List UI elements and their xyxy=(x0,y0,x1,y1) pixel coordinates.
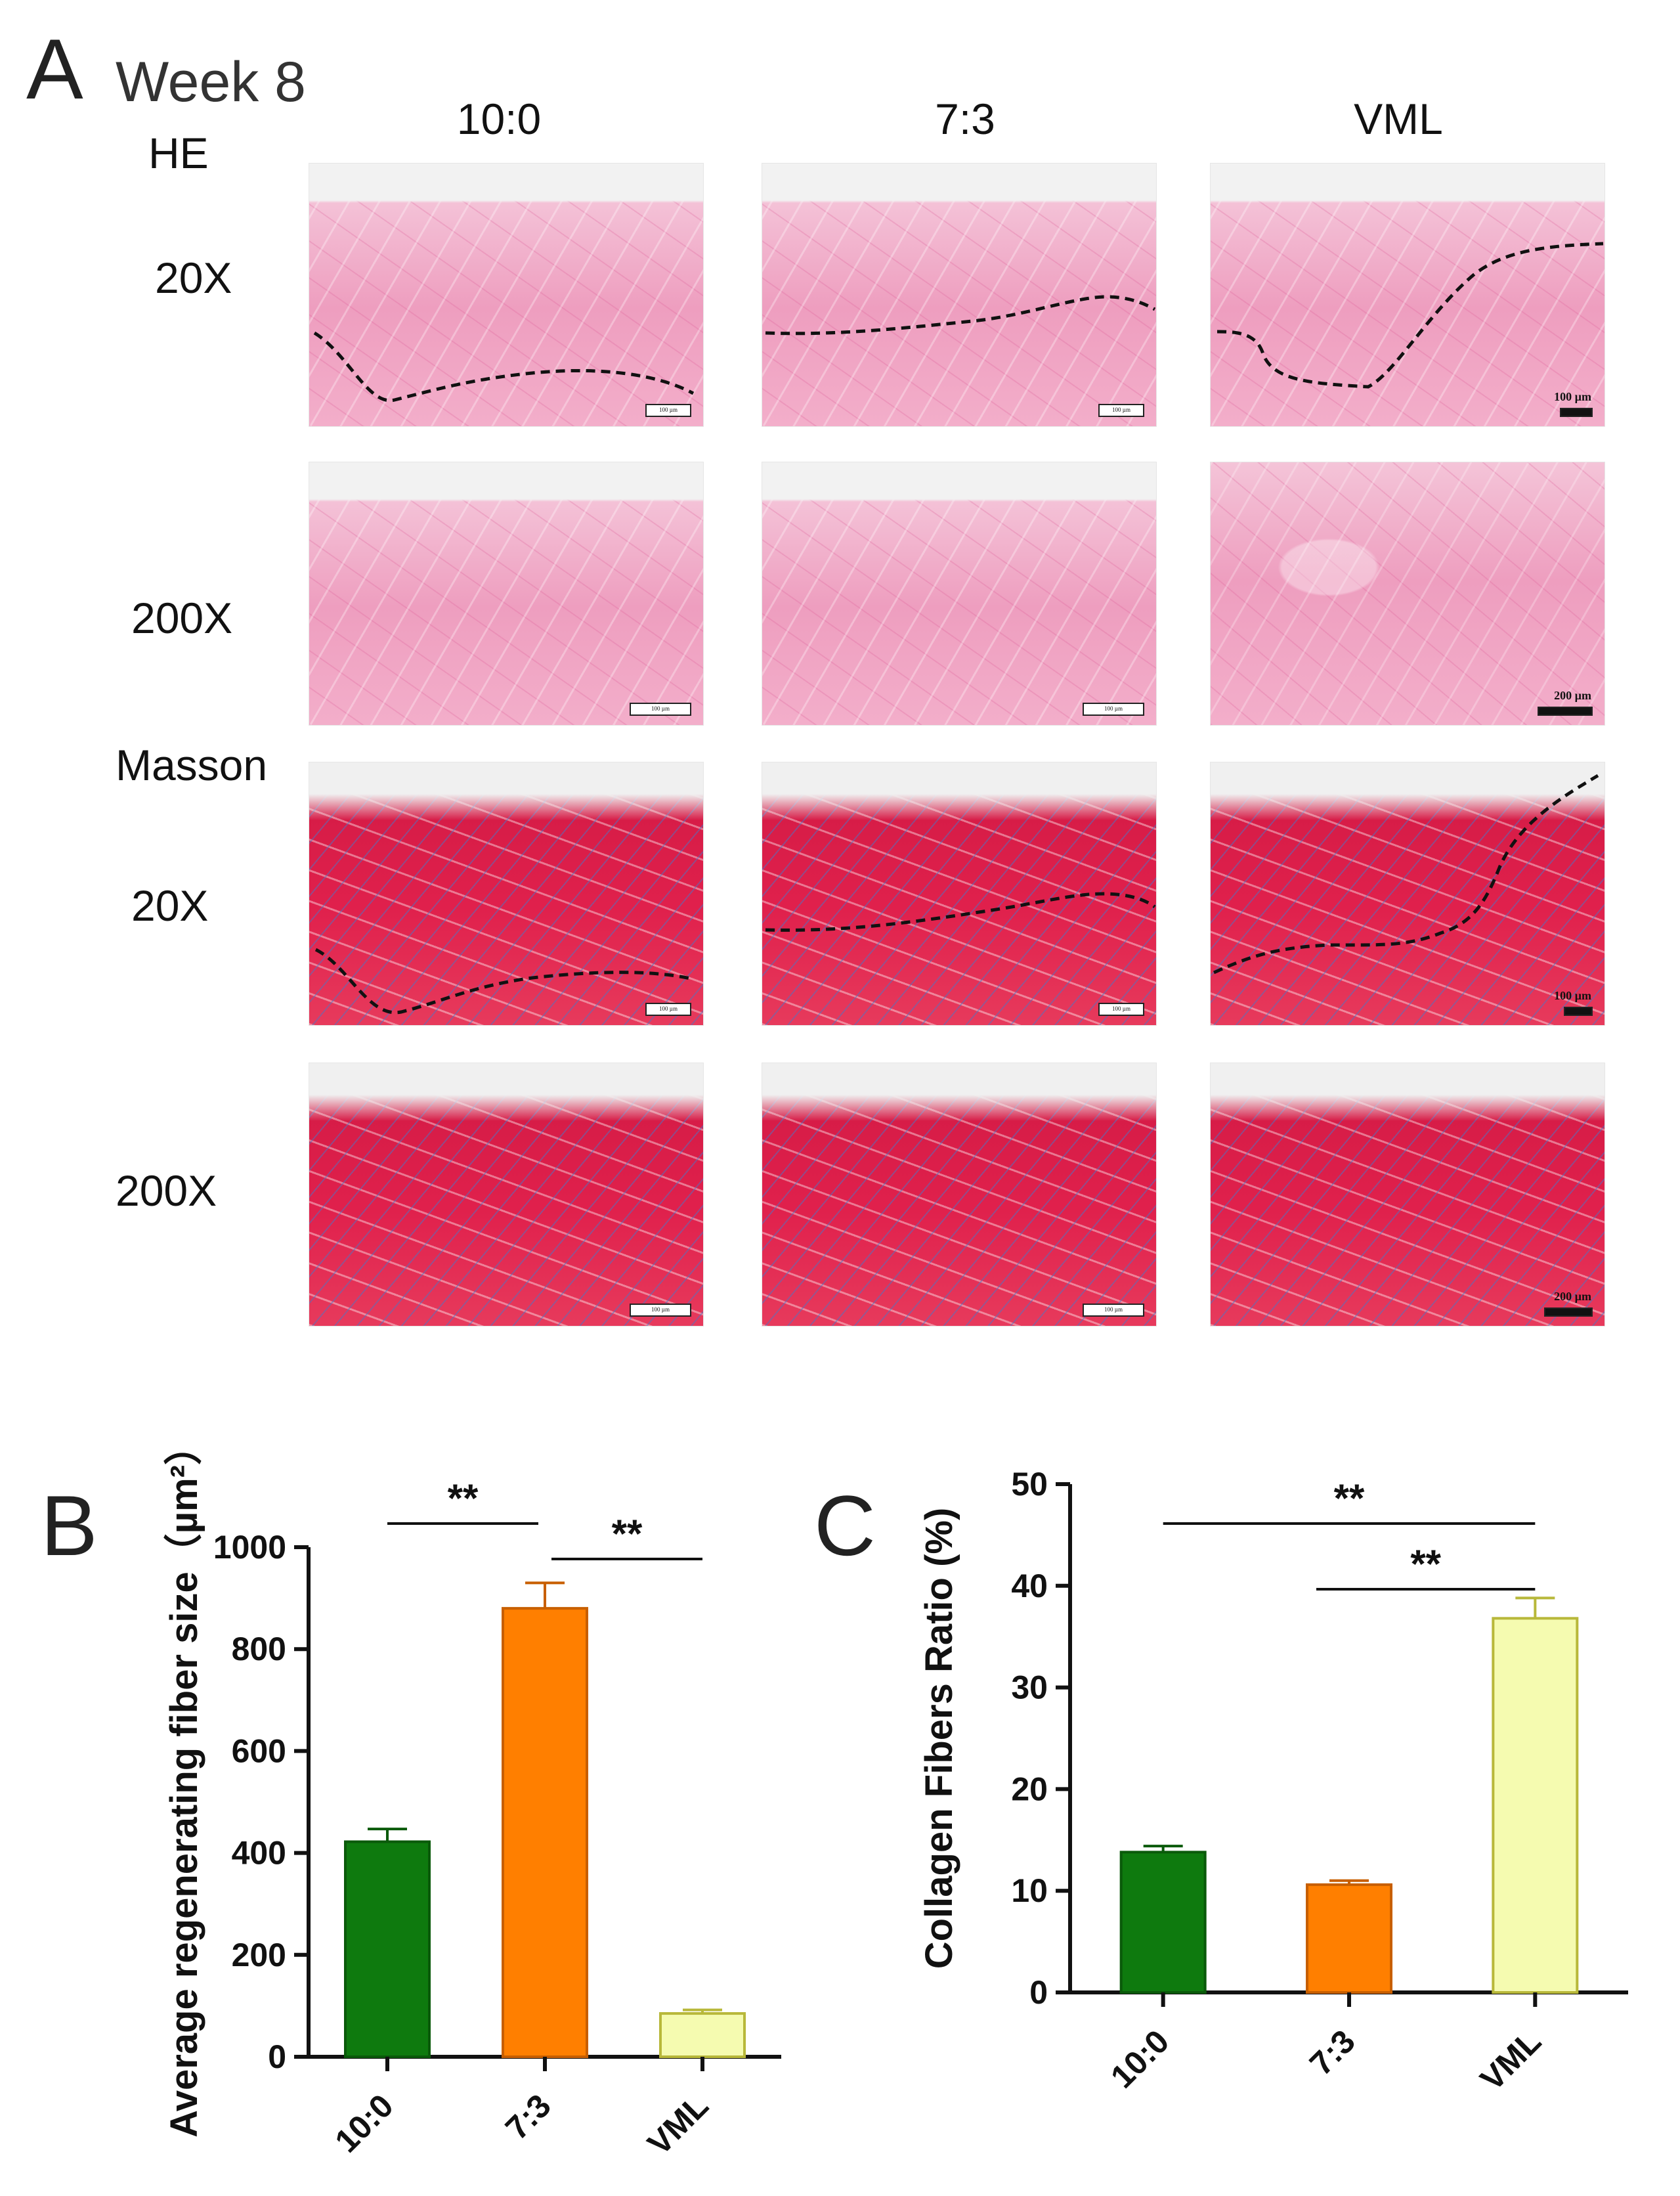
significance-label: ** xyxy=(612,1512,643,1556)
x-tick-label: 10:0 xyxy=(1104,2023,1176,2095)
micrograph-masson-20x-10-0: 100 µm xyxy=(309,762,704,1026)
y-tick-label: 10 xyxy=(1011,1872,1048,1909)
micrograph-he-20x-vml: 100 µm xyxy=(1210,163,1605,427)
micrograph-he-20x-10-0: 100 µm xyxy=(309,163,704,427)
chart-fiber-size: 0 200 400 600 800 1000 10:0 7:3 VML ** ** Average r… xyxy=(0,1379,814,2196)
scale-text: 200 µm xyxy=(1554,1290,1591,1303)
scale-bar xyxy=(1544,1307,1593,1317)
bar-10:0 xyxy=(1119,1851,1207,1994)
chart-collagen-ratio-svg: 0 10 20 30 40 50 10:0 7:3 VML ** ** Collagen Fibers… xyxy=(918,1466,1628,2097)
scale-bar: 100 µm xyxy=(1098,1003,1144,1016)
panel-b-letter: B xyxy=(41,1478,98,1573)
scale-text: 200 µm xyxy=(1554,689,1591,702)
stain-label-masson: Masson xyxy=(116,741,268,789)
panel-a-letter: A xyxy=(26,21,83,117)
micrograph-masson-200x-vml: 200 µm xyxy=(1210,1063,1605,1327)
chart-collagen-ratio: 0 10 20 30 40 50 10:0 7:3 VML ** ** Collagen Fibers… xyxy=(853,1379,1680,2196)
micrograph-masson-20x-7-3: 100 µm xyxy=(762,762,1157,1026)
row-label-he-200x: 200X xyxy=(131,594,233,642)
micrograph-he-20x-7-3: 100 µm xyxy=(762,163,1157,427)
scale-bar: 100 µm xyxy=(630,703,691,716)
micrograph-he-200x-10-0: 100 µm xyxy=(309,462,704,726)
panel-c-letter: C xyxy=(814,1478,876,1573)
significance-label: ** xyxy=(1334,1476,1365,1520)
chart-fiber-size-svg: 0 200 400 600 800 1000 10:0 7:3 VML ** ** Average r… xyxy=(163,1427,781,2162)
scale-bar xyxy=(1564,1007,1593,1016)
bar-10:0 xyxy=(344,1840,431,2058)
y-tick-label: 40 xyxy=(1011,1568,1048,1604)
x-tick-label: 7:3 xyxy=(498,2087,558,2147)
y-tick-label: 30 xyxy=(1011,1669,1048,1706)
row-label-he-20x: 20X xyxy=(155,253,232,302)
y-tick-label: 1000 xyxy=(213,1529,286,1566)
x-tick-label: 7:3 xyxy=(1303,2023,1362,2082)
x-tick-label: VML xyxy=(1473,2023,1548,2097)
x-tick-label: VML xyxy=(641,2087,716,2162)
bar-VML xyxy=(659,2012,746,2058)
scale-bar xyxy=(1560,408,1593,417)
column-label-10-0: 10:0 xyxy=(456,95,542,143)
y-axis-label: Average regenerating fiber size（µm²） xyxy=(163,1427,205,2138)
micrograph-he-200x-vml: 200 µm xyxy=(1210,462,1605,726)
x-tick-label: 10:0 xyxy=(328,2087,400,2159)
micrograph-masson-200x-7-3: 100 µm xyxy=(762,1063,1157,1327)
scale-bar: 100 µm xyxy=(1098,404,1144,417)
bar-7:3 xyxy=(502,1607,588,2058)
scale-bar: 100 µm xyxy=(645,404,691,417)
column-label-7-3: 7:3 xyxy=(935,95,995,143)
micrograph-masson-20x-vml: 100 µm xyxy=(1210,762,1605,1026)
scale-text: 100 µm xyxy=(1554,390,1591,403)
scale-bar: 100 µm xyxy=(645,1003,691,1016)
stain-label-he: HE xyxy=(148,129,209,177)
scale-text: 100 µm xyxy=(1554,989,1591,1002)
week-label: Week 8 xyxy=(116,51,306,114)
significance-label: ** xyxy=(448,1476,479,1520)
y-tick-label: 400 xyxy=(232,1835,286,1872)
y-tick-label: 800 xyxy=(232,1631,286,1667)
y-axis-label: Collagen Fibers Ratio (%) xyxy=(918,1508,960,1969)
y-tick-label: 0 xyxy=(268,2038,286,2075)
scale-bar xyxy=(1538,707,1593,716)
micrograph-masson-200x-10-0: 100 µm xyxy=(309,1063,704,1327)
scale-bar: 100 µm xyxy=(1083,703,1144,716)
y-tick-label: 50 xyxy=(1011,1466,1048,1503)
y-tick-label: 600 xyxy=(232,1732,286,1769)
row-label-masson-20x: 20X xyxy=(131,881,209,930)
y-tick-label: 200 xyxy=(232,1937,286,1973)
row-label-masson-200x: 200X xyxy=(116,1166,217,1215)
column-label-vml: VML xyxy=(1354,95,1443,143)
bar-7:3 xyxy=(1306,1883,1392,1994)
y-tick-label: 0 xyxy=(1029,1974,1048,2011)
significance-label: ** xyxy=(1410,1542,1441,1586)
scale-bar: 100 µm xyxy=(1083,1304,1144,1317)
bar-VML xyxy=(1492,1617,1579,1994)
y-tick-label: 20 xyxy=(1011,1770,1048,1807)
micrograph-he-200x-7-3: 100 µm xyxy=(762,462,1157,726)
scale-bar: 100 µm xyxy=(630,1304,691,1317)
